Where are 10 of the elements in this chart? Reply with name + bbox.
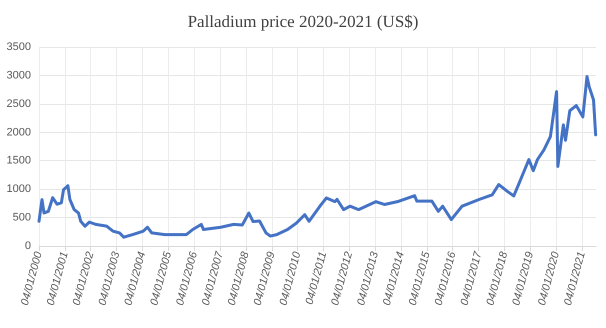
y-tick-label: 1000 [6, 183, 31, 196]
y-tick-label: 2000 [6, 126, 31, 138]
y-tick-label: 1500 [6, 154, 31, 167]
line-series [38, 75, 598, 239]
y-tick-label: 3000 [6, 69, 31, 82]
y-tick-label: 0 [24, 240, 31, 252]
y-tick-label: 3500 [6, 41, 31, 53]
y-tick-label: 2500 [6, 98, 31, 110]
chart-title: Palladium price 2020-2021 (US$) [188, 12, 418, 31]
y-tick-label: 500 [12, 212, 31, 224]
